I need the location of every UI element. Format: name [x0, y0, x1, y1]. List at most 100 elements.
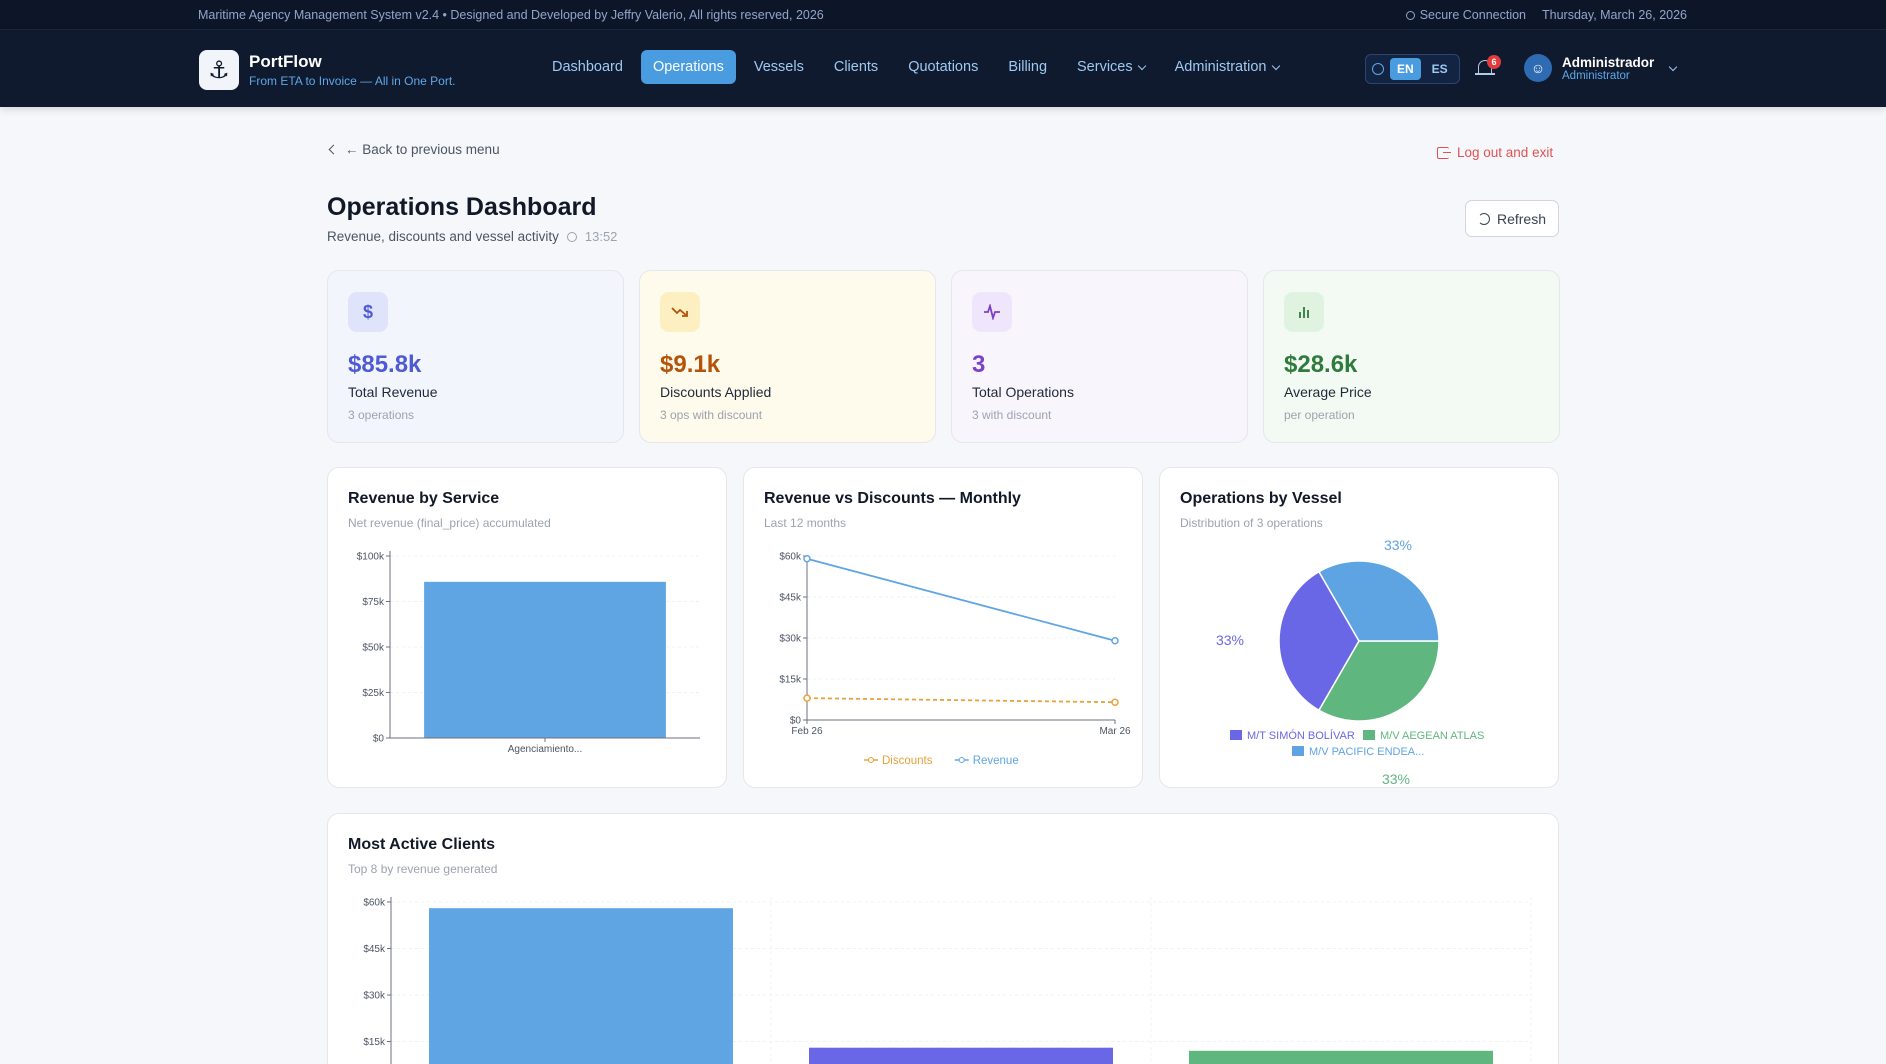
data-point: [803, 554, 811, 563]
kpi-card-total-revenue: $ $85.8k Total Revenue 3 operations: [327, 270, 624, 443]
bar: [424, 581, 666, 738]
operations-by-vessel-chart: 33% 33% 33% M/T SIMÓN BOLÍVAR M/V AEGEAN ATL…: [1216, 537, 1484, 787]
panel-title: Revenue by Service: [348, 490, 500, 507]
brand-tagline: From ETA to Invoice — All in One Port.: [249, 74, 456, 88]
panel-title: Revenue vs Discounts — Monthly: [764, 490, 1021, 507]
panel-title: Operations by Vessel: [1180, 490, 1342, 507]
lang-en-button[interactable]: EN: [1390, 58, 1421, 80]
data-point: [803, 694, 811, 702]
y-tick-label: $0: [373, 734, 385, 745]
y-tick-label: $45k: [779, 593, 802, 604]
brand-name: PortFlow: [249, 52, 322, 71]
y-tick-label: $0: [790, 716, 802, 727]
legend-swatch: [1363, 730, 1375, 740]
logout-link[interactable]: Log out and exit: [1437, 145, 1553, 160]
anchor-icon: ⚓: [199, 50, 239, 90]
kpi-value: $28.6k: [1284, 351, 1358, 378]
y-tick-label: $45k: [363, 944, 386, 955]
legend-label: Revenue: [973, 755, 1019, 767]
chevron-down-icon: [1669, 62, 1678, 71]
nav-services[interactable]: Services: [1065, 50, 1157, 84]
nav-administration-label: Administration: [1174, 59, 1267, 75]
legend-swatch-marker: [958, 757, 965, 763]
y-tick-label: $25k: [362, 688, 385, 699]
secure-connection: Secure Connection: [1405, 8, 1527, 22]
bar-chart-icon: [1284, 292, 1324, 332]
pie-slice: [1278, 570, 1360, 712]
nav-operations[interactable]: Operations: [640, 50, 736, 84]
revenue-vs-discounts-chart: $0 $15k $30k $45k $60k Feb 26 Mar 26 Discounts R…: [779, 552, 1131, 768]
kpi-value: 3: [972, 351, 986, 378]
y-tick-label: $50k: [362, 643, 385, 654]
pie-percent-label: 33%: [1216, 632, 1244, 648]
most-active-clients-chart: $15k $30k $45k $60k: [363, 897, 1532, 1064]
panel-subtitle: Top 8 by revenue generated: [348, 862, 498, 876]
last-updated-time: 13:52: [584, 229, 618, 244]
kpi-sub: 3 with discount: [972, 408, 1052, 422]
page-subtitle-text: Revenue, discounts and vessel activity: [327, 229, 559, 244]
shield-icon: [1405, 10, 1415, 20]
back-link[interactable]: ← Back to previous menu: [328, 142, 500, 157]
clock-icon: [566, 231, 577, 242]
lang-es-button[interactable]: ES: [1431, 62, 1448, 76]
panel-subtitle: Distribution of 3 operations: [1180, 516, 1323, 530]
pie-slice: [1317, 640, 1440, 722]
y-tick-label: $30k: [779, 634, 802, 645]
kpi-label: Total Revenue: [348, 384, 438, 400]
nav-billing[interactable]: Billing: [1008, 59, 1048, 75]
kpi-label: Average Price: [1284, 384, 1372, 400]
nav-quotations[interactable]: Quotations: [908, 59, 979, 75]
y-tick-label: $60k: [363, 898, 386, 909]
brand[interactable]: ⚓ PortFlow From ETA to Invoice — All in …: [199, 50, 456, 90]
legend-label: M/T SIMÓN BOLÍVAR: [1247, 729, 1355, 742]
y-tick-label: $60k: [779, 552, 802, 563]
secure-connection-label: Secure Connection: [1419, 8, 1527, 22]
kpi-card-average-price: $28.6k Average Price per operation: [1263, 270, 1560, 443]
main-navbar: ⚓ PortFlow From ETA to Invoice — All in …: [0, 30, 1886, 107]
system-info-bar: Maritime Agency Management System v2.4 •…: [0, 0, 1886, 30]
refresh-button[interactable]: Refresh: [1465, 200, 1559, 237]
kpi-label: Total Operations: [972, 384, 1074, 400]
bell-icon-base: [1475, 73, 1495, 75]
page-title: Operations Dashboard: [327, 193, 597, 221]
activity-icon: [972, 292, 1012, 332]
kpi-sub: 3 ops with discount: [660, 408, 763, 422]
chevron-left-icon: [328, 144, 339, 155]
y-tick-label: $100k: [357, 552, 385, 563]
x-tick-label: Mar 26: [1099, 726, 1131, 737]
y-tick-label: $15k: [779, 675, 802, 686]
refresh-label: Refresh: [1496, 210, 1547, 227]
nav-clients[interactable]: Clients: [833, 59, 879, 75]
nav-services-label: Services: [1077, 59, 1133, 75]
series-line: [806, 557, 1116, 642]
nav-administration[interactable]: Administration: [1163, 50, 1291, 84]
pie-slice: [1317, 560, 1440, 642]
kpi-sub: per operation: [1284, 408, 1355, 422]
kpi-sub: 3 operations: [348, 408, 415, 422]
kpi-value: $85.8k: [348, 351, 422, 378]
x-tick-label: Agenciamiento...: [508, 744, 583, 755]
system-info-text: Maritime Agency Management System v2.4 •…: [198, 8, 824, 22]
user-avatar-icon: ☺: [1524, 54, 1552, 82]
page-subtitle: Revenue, discounts and vessel activity 1…: [327, 229, 617, 244]
bar: [1189, 1050, 1493, 1064]
nav-vessels[interactable]: Vessels: [753, 59, 804, 75]
bar: [429, 908, 733, 1064]
most-active-clients-panel: Most Active Clients Top 8 by revenue gen…: [327, 813, 1559, 1064]
series-line: [806, 697, 1116, 704]
legend-swatch: [1292, 746, 1304, 756]
user-menu[interactable]: ☺ Administrador Administrator: [1524, 54, 1678, 82]
nav-dashboard[interactable]: Dashboard: [552, 59, 623, 75]
bar: [809, 1047, 1113, 1064]
notification-badge: 6: [1487, 55, 1501, 69]
language-switcher: EN ES: [1365, 54, 1460, 84]
notifications-button[interactable]: 6: [1473, 55, 1501, 83]
revenue-by-service-panel: Revenue by Service Net revenue (final_pr…: [327, 467, 727, 788]
dollar-icon: $: [348, 292, 388, 332]
pie-percent-label: 33%: [1382, 771, 1410, 787]
current-date: Thursday, March 26, 2026: [1542, 8, 1687, 22]
logout-icon: [1437, 146, 1451, 159]
panel-subtitle: Net revenue (final_price) accumulated: [348, 516, 551, 530]
user-role: Administrator: [1562, 69, 1630, 82]
pie-percent-label: 33%: [1384, 537, 1412, 553]
